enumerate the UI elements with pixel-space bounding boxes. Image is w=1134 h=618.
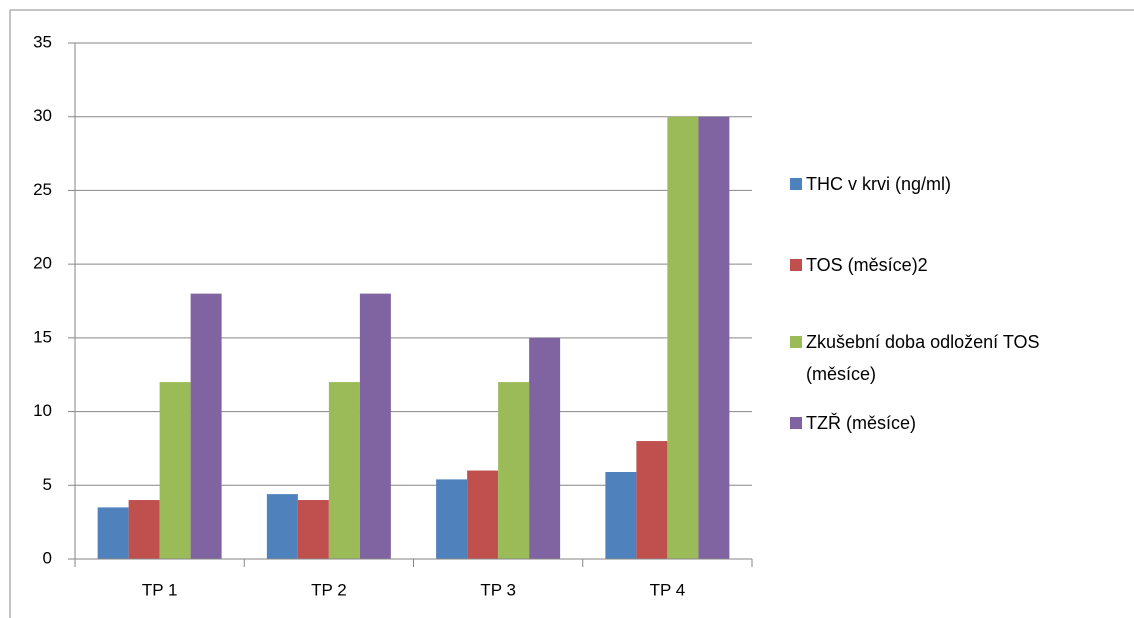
x-tick-label: TP 1 xyxy=(142,580,178,599)
legend-swatch xyxy=(790,259,802,271)
y-tick-label: 10 xyxy=(33,401,52,420)
x-tick-label: TP 3 xyxy=(480,580,516,599)
legend-swatch xyxy=(790,178,802,190)
legend-entry: TOS (měsíce)2 xyxy=(790,249,1110,281)
bar xyxy=(266,494,298,559)
bar xyxy=(529,337,561,559)
legend-entry: TZŘ (měsíce) xyxy=(790,407,1110,439)
x-tick-label: TP 2 xyxy=(311,580,347,599)
bar xyxy=(467,470,499,559)
bar xyxy=(190,293,222,559)
y-tick-label: 15 xyxy=(33,327,52,346)
bar xyxy=(97,507,129,559)
legend-label: TZŘ (měsíce) xyxy=(806,413,916,433)
bar xyxy=(667,116,699,559)
bar xyxy=(297,500,329,559)
bar xyxy=(128,500,160,559)
bar xyxy=(698,116,730,559)
y-tick-label: 35 xyxy=(33,32,52,51)
legend-entry: THC v krvi (ng/ml) xyxy=(790,168,1110,200)
y-tick-label: 5 xyxy=(43,475,52,494)
bar xyxy=(605,472,637,559)
legend-swatch xyxy=(790,417,802,429)
legend-swatch xyxy=(790,336,802,348)
bar xyxy=(498,382,530,559)
bar xyxy=(436,479,468,559)
x-tick-label: TP 4 xyxy=(650,580,686,599)
y-tick-label: 30 xyxy=(33,106,52,125)
y-tick-label: 0 xyxy=(43,548,52,567)
bar xyxy=(636,441,668,559)
y-tick-label: 25 xyxy=(33,180,52,199)
bar xyxy=(328,382,360,559)
bar xyxy=(159,382,191,559)
legend-label: TOS (měsíce)2 xyxy=(806,255,928,275)
legend-label: THC v krvi (ng/ml) xyxy=(806,174,951,194)
y-tick-label: 20 xyxy=(33,254,52,273)
legend-entry: Zkušební doba odložení TOS (měsíce) xyxy=(790,326,1110,390)
legend-label: Zkušební doba odložení TOS (měsíce) xyxy=(806,332,1040,384)
bar xyxy=(359,293,391,559)
